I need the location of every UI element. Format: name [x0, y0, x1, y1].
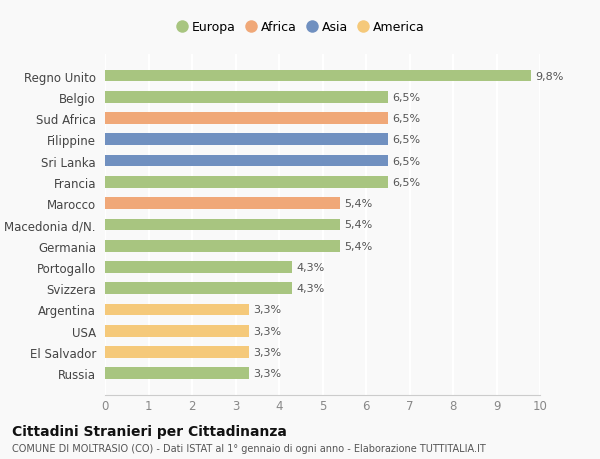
- Legend: Europa, Africa, Asia, America: Europa, Africa, Asia, America: [173, 17, 428, 38]
- Text: 3,3%: 3,3%: [253, 347, 281, 357]
- Text: 5,4%: 5,4%: [344, 220, 373, 230]
- Text: 6,5%: 6,5%: [392, 178, 420, 187]
- Bar: [105, 304, 248, 316]
- Text: 4,3%: 4,3%: [296, 284, 325, 294]
- Bar: [105, 198, 340, 209]
- Text: 4,3%: 4,3%: [296, 263, 325, 272]
- Bar: [105, 134, 388, 146]
- Text: 6,5%: 6,5%: [392, 93, 420, 102]
- Text: 6,5%: 6,5%: [392, 156, 420, 166]
- Bar: [105, 71, 532, 82]
- Bar: [105, 262, 292, 273]
- Text: 6,5%: 6,5%: [392, 135, 420, 145]
- Text: COMUNE DI MOLTRASIO (CO) - Dati ISTAT al 1° gennaio di ogni anno - Elaborazione : COMUNE DI MOLTRASIO (CO) - Dati ISTAT al…: [12, 443, 486, 453]
- Text: 3,3%: 3,3%: [253, 369, 281, 379]
- Bar: [105, 347, 248, 358]
- Text: 3,3%: 3,3%: [253, 305, 281, 315]
- Bar: [105, 177, 388, 188]
- Text: 3,3%: 3,3%: [253, 326, 281, 336]
- Bar: [105, 368, 248, 379]
- Text: 6,5%: 6,5%: [392, 114, 420, 124]
- Bar: [105, 113, 388, 125]
- Bar: [105, 156, 388, 167]
- Text: 5,4%: 5,4%: [344, 241, 373, 251]
- Bar: [105, 92, 388, 103]
- Text: Cittadini Stranieri per Cittadinanza: Cittadini Stranieri per Cittadinanza: [12, 425, 287, 438]
- Bar: [105, 241, 340, 252]
- Bar: [105, 325, 248, 337]
- Text: 5,4%: 5,4%: [344, 199, 373, 209]
- Text: 9,8%: 9,8%: [536, 71, 564, 81]
- Bar: [105, 219, 340, 231]
- Bar: [105, 283, 292, 294]
